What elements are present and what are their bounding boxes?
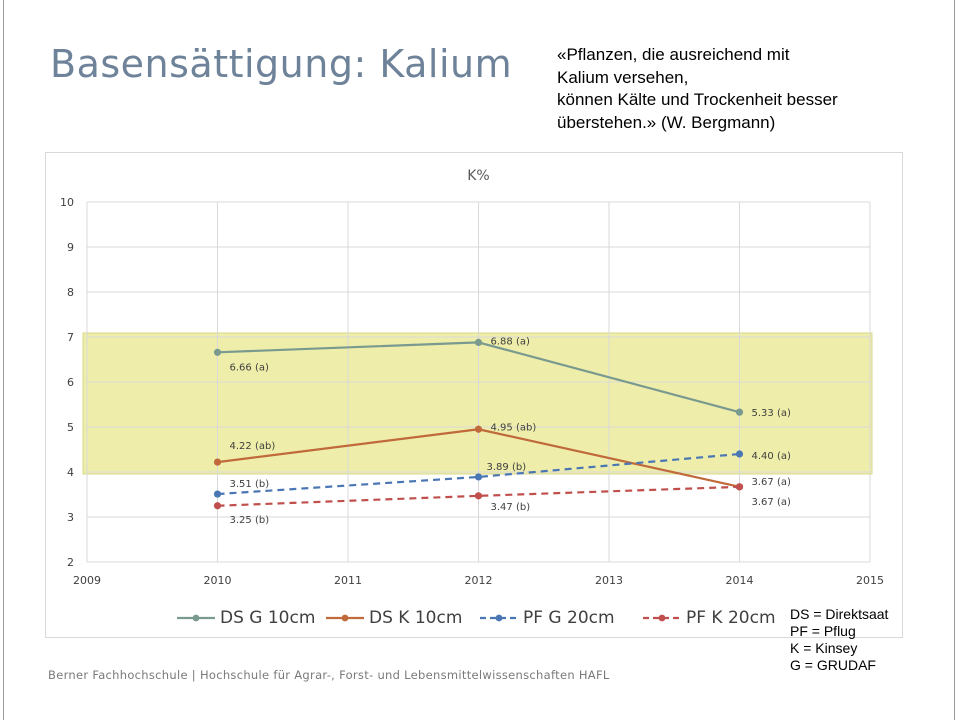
data-label: 3.51 (b) bbox=[230, 479, 270, 490]
y-tick-label: 9 bbox=[67, 241, 74, 254]
series-line bbox=[217, 452, 740, 496]
y-tick-label: 10 bbox=[60, 196, 74, 209]
quote-line: überstehen.» (W. Bergmann) bbox=[557, 112, 776, 132]
data-point bbox=[735, 408, 744, 416]
x-tick-label: 2014 bbox=[726, 574, 754, 587]
slide-border-right bbox=[954, 0, 955, 720]
legend-label: DS G 10cm bbox=[220, 608, 316, 628]
legend-label: PF K 20cm bbox=[686, 608, 776, 628]
legend-item: PF G 20cm bbox=[479, 606, 615, 630]
data-point bbox=[474, 473, 483, 481]
data-point bbox=[735, 450, 744, 458]
data-label: 4.22 (ab) bbox=[230, 441, 276, 452]
y-tick-label: 2 bbox=[67, 556, 74, 569]
data-point bbox=[213, 490, 222, 498]
y-tick-label: 5 bbox=[67, 421, 74, 434]
y-tick-label: 7 bbox=[67, 331, 74, 344]
data-label: 6.66 (a) bbox=[230, 362, 269, 373]
x-tick-label: 2012 bbox=[465, 574, 493, 587]
legend-swatch bbox=[480, 614, 518, 622]
legend-swatch bbox=[326, 614, 364, 622]
slide-title: Basensättigung: Kalium bbox=[50, 42, 513, 86]
abbreviation-item: K = Kinsey bbox=[790, 640, 858, 656]
highlight-band bbox=[82, 332, 873, 475]
legend-item: DS G 10cm bbox=[176, 606, 315, 630]
x-tick-label: 2011 bbox=[334, 574, 362, 587]
abbreviation-item: DS = Direktsaat bbox=[790, 606, 889, 622]
legend-label: PF G 20cm bbox=[523, 608, 615, 628]
data-point bbox=[735, 483, 744, 491]
data-label: 6.88 (a) bbox=[491, 336, 530, 347]
data-label: 5.33 (a) bbox=[752, 408, 791, 419]
data-point bbox=[213, 502, 222, 510]
data-point bbox=[474, 425, 483, 433]
data-point bbox=[213, 458, 222, 466]
legend-swatch-marker bbox=[341, 614, 349, 622]
chart-svg: 2 3 4 5 6 7 8 9 10 2009 2010 2011 2012 2013 2014 2015 K%… bbox=[60, 168, 884, 587]
footer-institution: Berner Fachhochschule | Hochschule für A… bbox=[48, 668, 610, 682]
legend-label: DS K 10cm bbox=[369, 608, 463, 628]
chart-legend: DS G 10cm DS K 10cm PF G 20cm PF K 20cm bbox=[176, 606, 816, 630]
series-line bbox=[217, 485, 740, 507]
y-tick-label: 4 bbox=[67, 466, 74, 479]
abbreviation-item: G = GRUDAF bbox=[790, 657, 876, 673]
abbreviation-item: PF = Pflug bbox=[790, 623, 856, 639]
y-tick-label: 3 bbox=[67, 511, 74, 524]
data-label: 3.25 (b) bbox=[230, 515, 270, 526]
chart-title: K% bbox=[467, 168, 489, 184]
data-point bbox=[474, 492, 483, 500]
x-tick-label: 2013 bbox=[595, 574, 623, 587]
y-tick-label: 8 bbox=[67, 286, 74, 299]
chart-container: 2 3 4 5 6 7 8 9 10 2009 2010 2011 2012 2013 2014 2015 K%… bbox=[45, 152, 903, 638]
data-label: 4.40 (a) bbox=[752, 451, 791, 462]
abbreviation-list: DS = Direktsaat PF = Pflug K = Kinsey G … bbox=[790, 606, 888, 674]
x-tick-label: 2010 bbox=[204, 574, 232, 587]
slide-border-left bbox=[3, 0, 4, 720]
x-tick-label: 2009 bbox=[73, 574, 101, 587]
x-tick-label: 2015 bbox=[856, 574, 884, 587]
legend-swatch-marker bbox=[658, 614, 666, 622]
legend-item: PF K 20cm bbox=[642, 606, 776, 630]
data-label: 3.89 (b) bbox=[487, 462, 527, 473]
data-label: 4.95 (ab) bbox=[491, 422, 537, 433]
legend-swatch bbox=[643, 614, 681, 622]
legend-swatch bbox=[177, 614, 215, 622]
legend-item: DS K 10cm bbox=[325, 606, 462, 630]
data-label: 3.67 (a) bbox=[752, 497, 791, 508]
quote-line: können Kälte und Trockenheit besser bbox=[557, 90, 838, 109]
legend-swatch-marker bbox=[495, 614, 503, 622]
data-point bbox=[474, 338, 483, 346]
y-tick-label: 6 bbox=[67, 376, 74, 389]
legend-swatch-marker bbox=[192, 614, 200, 622]
quote: «Pflanzen, die ausreichend mit Kalium ve… bbox=[557, 44, 952, 134]
data-label: 3.47 (b) bbox=[491, 502, 531, 513]
data-point bbox=[213, 348, 222, 356]
quote-line: Kalium versehen, bbox=[557, 67, 689, 87]
data-label: 3.67 (a) bbox=[752, 477, 791, 488]
quote-line: «Pflanzen, die ausreichend mit bbox=[557, 45, 790, 64]
